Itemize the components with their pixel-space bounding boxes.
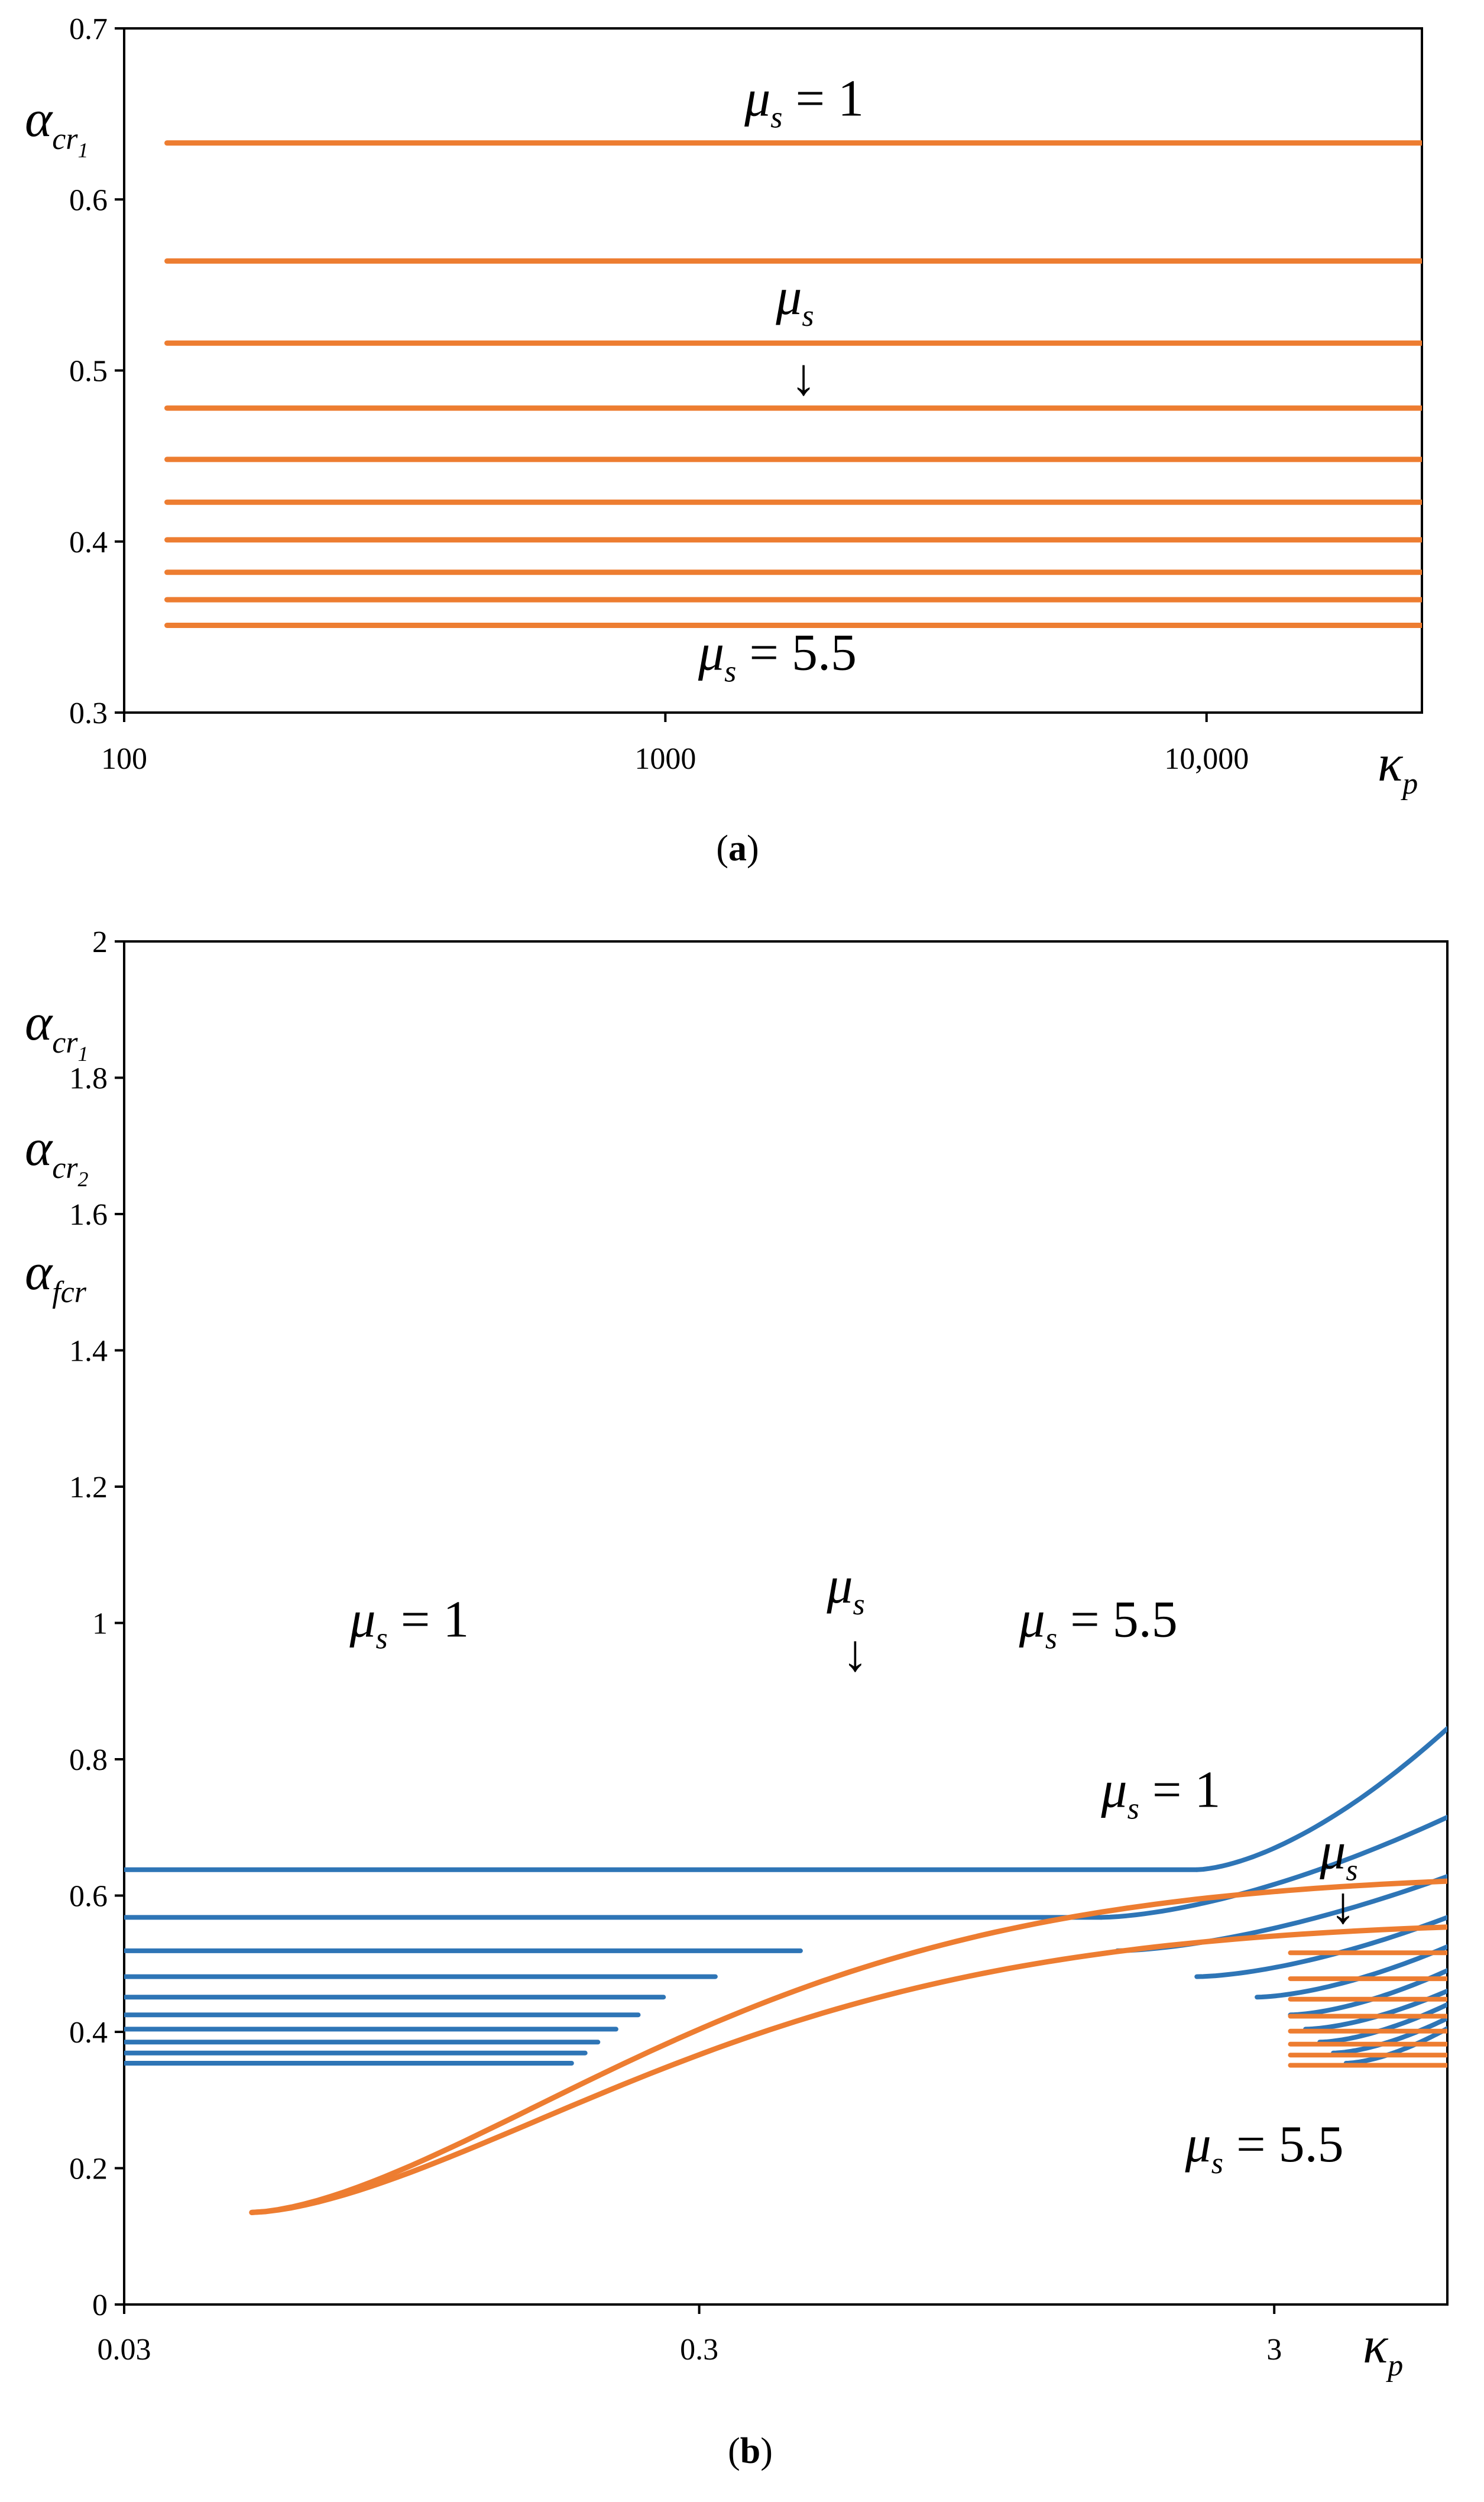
y-tick-label: 0.2 — [69, 2153, 108, 2186]
y-tick-label: 1.2 — [69, 1471, 108, 1504]
y-axis-label: αcr1 — [25, 994, 89, 1066]
y-tick-label: 0.3 — [69, 697, 108, 730]
mu-annotation: μs = 1 — [349, 1591, 469, 1656]
mu-annotation: μs — [1319, 1823, 1357, 1887]
direction-arrow: ↓ — [790, 349, 816, 406]
panel-a-chart: 0.3 0.4 0.5 0.6 0.7 100 1000 10,000 αcr1 κp μs = 1… — [25, 12, 1423, 869]
mu-annotation: μs = 5.5 — [1019, 1591, 1178, 1656]
x-tick-label: 100 — [101, 742, 147, 776]
y-tick-label: 1 — [92, 1607, 108, 1641]
y-tick-label: 0.6 — [69, 183, 108, 217]
mu-annotation: μs = 5.5 — [1185, 2116, 1344, 2180]
mu-annotation: μs = 1 — [1100, 1762, 1220, 1826]
x-tick-label: 0.3 — [680, 2333, 718, 2367]
alpha-cr1-line — [1099, 1815, 1447, 1920]
y-tick-label: 1.8 — [69, 1062, 108, 1096]
x-tick-label: 1000 — [634, 742, 696, 776]
panel-caption: (b) — [728, 2431, 773, 2471]
y-axis-label: αfcr — [25, 1244, 87, 1309]
panel-b-chart: 0 0.2 0.4 0.6 0.8 1 1.2 1.4 1.6 1.8 2 0.03 0.3 3 αcr1 α… — [25, 925, 1449, 2471]
y-tick-label: 1.6 — [69, 1198, 108, 1232]
x-axis-label: κp — [1378, 735, 1418, 801]
direction-arrow: ↓ — [842, 1625, 868, 1682]
y-tick-label: 0.5 — [69, 355, 108, 389]
panel-caption: (a) — [716, 828, 759, 869]
alpha-cr1-line — [1343, 2026, 1447, 2066]
y-tick-label: 0.6 — [69, 1880, 108, 1914]
alpha-cr1-line — [1331, 2015, 1447, 2056]
y-tick-label: 0 — [92, 2289, 108, 2322]
y-tick-label: 1.4 — [69, 1335, 108, 1368]
y-tick-label: 0.8 — [69, 1743, 108, 1777]
y-tick-label: 0.4 — [69, 2016, 108, 2050]
y-tick-label: 0.4 — [69, 526, 108, 559]
x-tick-label: 0.03 — [98, 2333, 151, 2367]
direction-arrow: ↓ — [1330, 1878, 1356, 1935]
mu-annotation: μs — [775, 268, 814, 333]
mu-annotation: μs — [826, 1557, 864, 1621]
alpha-fcr-line — [249, 1924, 1447, 2215]
alpha-cr1-line — [1194, 1915, 1447, 1979]
mu-annotation: μs = 5.5 — [698, 624, 857, 689]
alpha-fcr-line — [249, 1878, 1447, 2215]
y-axis-label: αcr2 — [25, 1119, 89, 1191]
x-tick-label: 3 — [1266, 2333, 1282, 2367]
x-axis-label: κp — [1363, 2317, 1403, 2383]
y-tick-label: 2 — [92, 925, 108, 959]
alpha-cr1-line — [1194, 1726, 1447, 1872]
y-tick-label: 0.7 — [69, 12, 108, 46]
mu-annotation: μs = 1 — [744, 70, 864, 135]
x-tick-label: 10,000 — [1164, 742, 1249, 776]
y-axis-label: αcr1 — [25, 90, 89, 162]
